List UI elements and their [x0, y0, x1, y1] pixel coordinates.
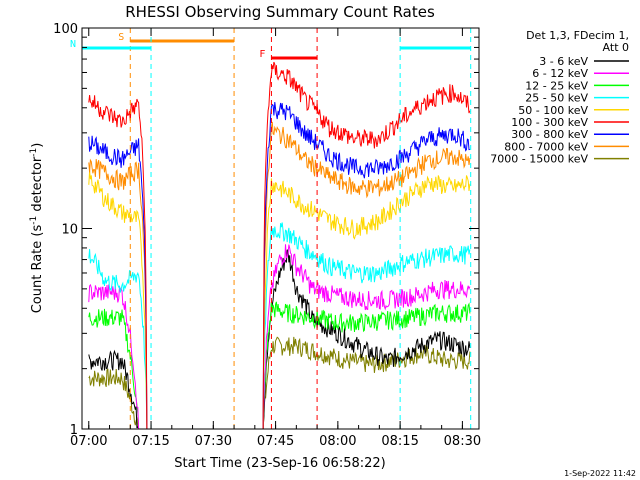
legend-label: 12 - 25 keV — [525, 79, 588, 92]
x-axis-label: Start Time (23-Sep-16 06:58:22) — [174, 456, 385, 471]
legend-label: 3 - 6 keV — [539, 55, 588, 68]
y-tick-label: 1 — [70, 423, 78, 438]
chart-title: RHESSI Observing Summary Count Rates — [125, 3, 435, 21]
x-tick-label: 08:30 — [444, 434, 481, 449]
y-axis-label-sup-1: -1 — [29, 216, 39, 225]
footer-date: 1-Sep-2022 11:42 — [564, 469, 636, 478]
legend-label: 800 - 7000 keV — [504, 140, 588, 153]
y-axis-label-main: Count Rate (s — [30, 225, 45, 314]
legend-label: 25 - 50 keV — [525, 92, 588, 105]
legend-header-2: Att 0 — [603, 41, 629, 54]
x-tick-label: 08:00 — [319, 434, 356, 449]
x-tick-label: 07:00 — [70, 434, 107, 449]
x-tick-label: 08:15 — [381, 434, 418, 449]
legend-label: 7000 - 15000 keV — [490, 153, 588, 166]
x-tick-label: 07:30 — [195, 434, 232, 449]
flag-label: F — [259, 49, 265, 60]
y-axis: 1 10 100 — [53, 22, 479, 438]
x-axis: 07:00 07:15 07:30 07:45 08:00 08:15 08:30 — [70, 28, 481, 449]
y-tick-label: 100 — [53, 22, 78, 37]
y-axis-label-end: ) — [30, 143, 45, 148]
y-axis-label-mid: detector — [30, 156, 45, 216]
flag-label: N — [70, 39, 76, 50]
y-axis-label: Count Rate (s-1 detector-1) — [29, 143, 45, 314]
flag-label: S — [118, 32, 124, 43]
legend-label: 100 - 300 keV — [511, 116, 588, 129]
legend-label: 6 - 12 keV — [532, 67, 588, 80]
legend-label: 300 - 800 keV — [511, 128, 588, 141]
x-tick-label: 07:45 — [257, 434, 294, 449]
y-tick-label: 10 — [61, 223, 78, 238]
legend-label: 50 - 100 keV — [518, 104, 588, 117]
legend-header-1: Det 1,3, FDecim 1, — [526, 29, 629, 42]
y-axis-label-sup-2: -1 — [29, 148, 39, 157]
x-tick-label: 07:15 — [132, 434, 169, 449]
